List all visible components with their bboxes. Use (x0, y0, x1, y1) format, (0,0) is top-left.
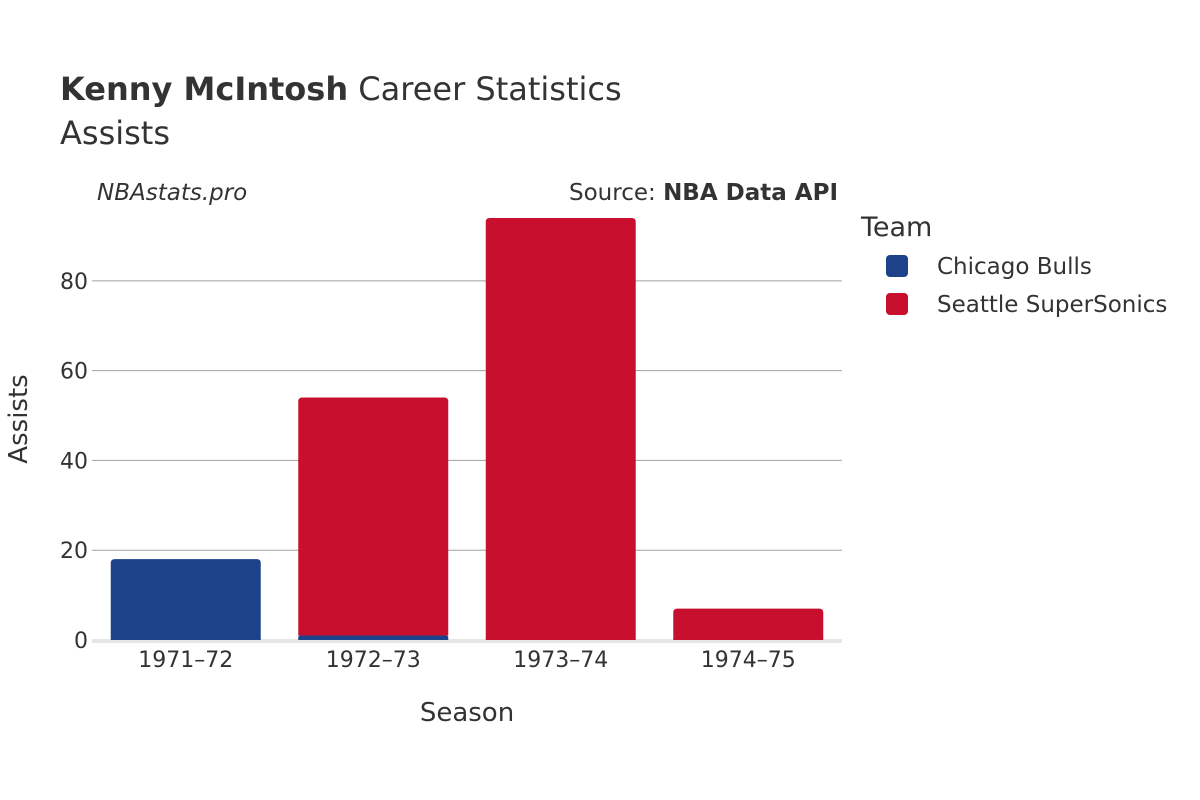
chart-title-bold: Kenny McIntosh (60, 70, 348, 108)
x-tick-labels: 1971–72 1972–73 1973–74 1974–75 (138, 648, 795, 673)
watermark: NBAstats.pro (97, 180, 247, 206)
y-tick-label: 60 (60, 360, 88, 385)
x-tick-label: 1974–75 (701, 648, 796, 673)
chart-subtitle: Assists (60, 114, 170, 152)
bar-seattle-supersonics-1972–73 (298, 397, 449, 636)
bar-chicago-bulls-1972–73 (298, 635, 449, 640)
x-tick-label: 1972–73 (326, 648, 421, 673)
x-axis-title: Season (420, 698, 514, 728)
y-axis-title: Assists (4, 374, 34, 463)
chart-title: Kenny McIntosh Career Statistics (60, 70, 622, 108)
grid-lines (92, 280, 842, 643)
y-tick-label: 0 (74, 629, 88, 654)
legend-swatch-seattle-supersonics (886, 293, 908, 315)
chart-title-rest: Career Statistics (348, 70, 622, 108)
legend-label: Chicago Bulls (937, 254, 1092, 280)
source-name: NBA Data API (663, 180, 838, 206)
y-tick-label: 80 (60, 270, 88, 295)
source-label: Source: NBA Data API (569, 180, 838, 206)
legend-label: Seattle SuperSonics (937, 292, 1167, 318)
bar-seattle-supersonics-1974–75 (673, 608, 824, 640)
legend-title: Team (860, 212, 932, 243)
y-tick-label: 20 (60, 539, 88, 564)
source-prefix: Source: (569, 180, 663, 206)
y-tick-labels: 0 20 40 60 80 (60, 270, 88, 654)
bar-seattle-supersonics-1973–74 (485, 217, 636, 641)
x-tick-label: 1971–72 (138, 648, 233, 673)
legend-swatch-chicago-bulls (886, 255, 908, 277)
bars (110, 217, 824, 641)
x-tick-label: 1973–74 (513, 648, 608, 673)
legend: Chicago Bulls Seattle SuperSonics (886, 254, 1167, 318)
bar-chicago-bulls-1971–72 (110, 559, 261, 640)
y-tick-label: 40 (60, 449, 88, 474)
